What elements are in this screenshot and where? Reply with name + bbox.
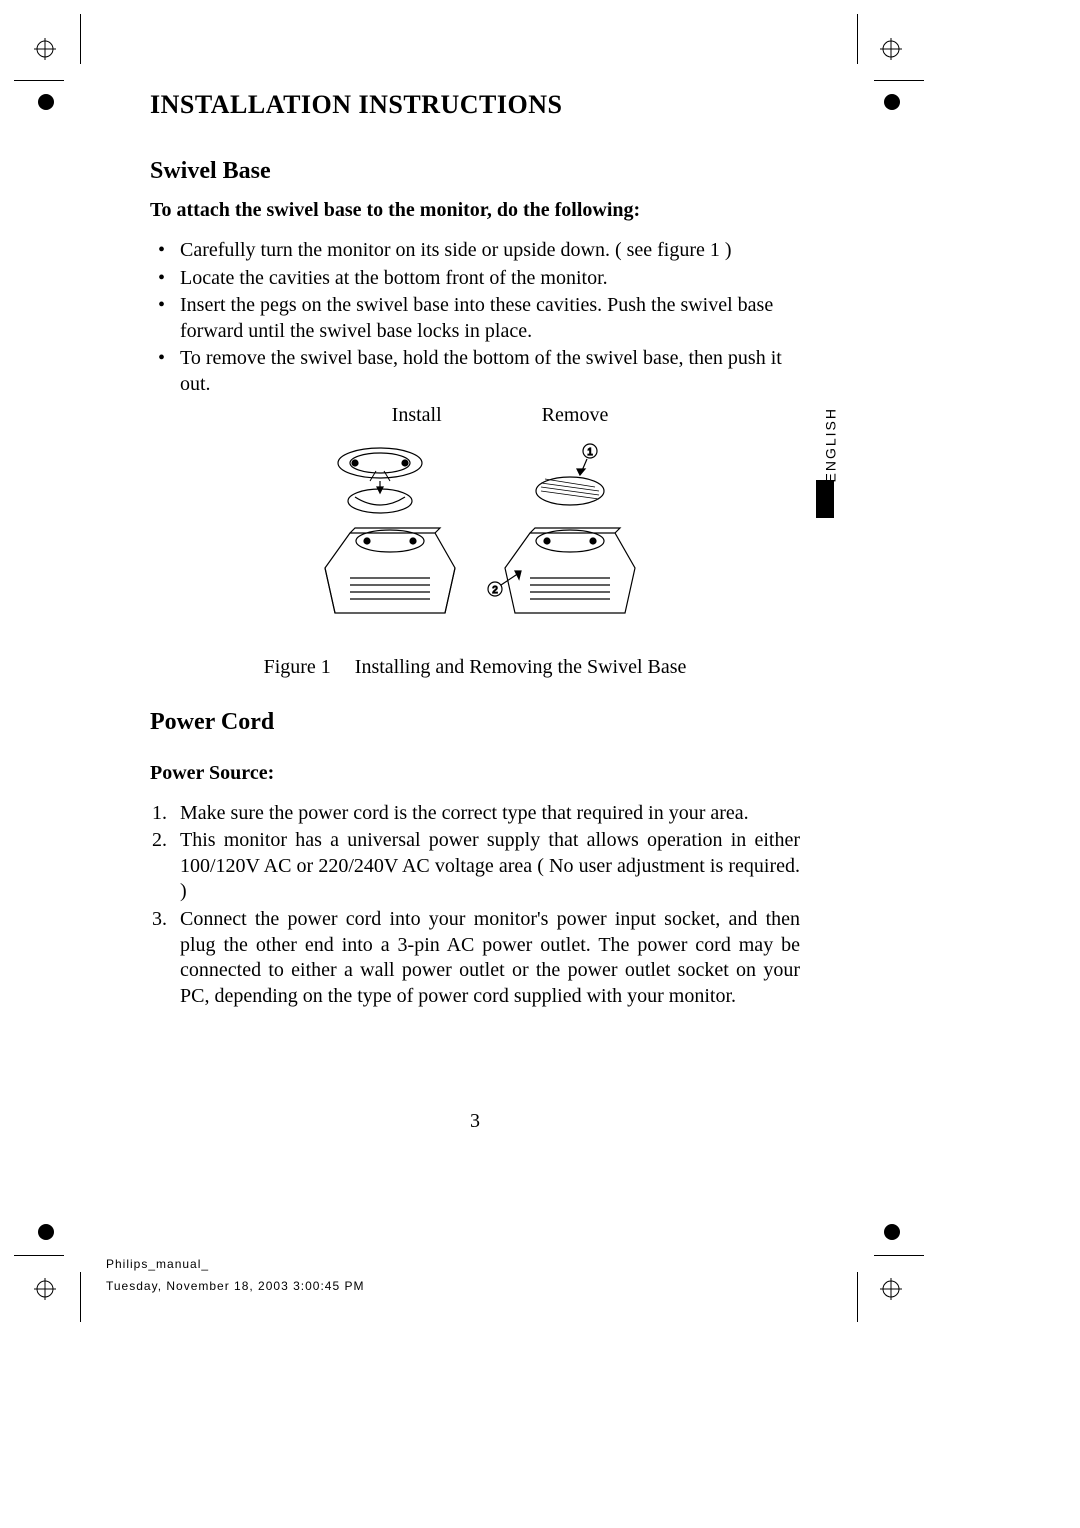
power-heading: Power Cord <box>150 709 800 736</box>
power-number-list: Make sure the power cord is the correct … <box>150 801 800 1010</box>
page-number: 3 <box>150 1110 800 1133</box>
power-subheading: Power Source: <box>150 762 800 785</box>
bullet-item: Carefully turn the monitor on its side o… <box>180 238 800 264</box>
figure-label-install: Install <box>392 404 442 427</box>
language-tab: ENGLISH <box>822 407 838 482</box>
page-title: INSTALLATION INSTRUCTIONS <box>150 90 800 120</box>
color-dot-bl <box>38 1224 54 1240</box>
number-item: Connect the power cord into your monitor… <box>180 907 800 1009</box>
swivel-bullet-list: Carefully turn the monitor on its side o… <box>150 238 800 398</box>
language-tab-bar <box>816 480 834 518</box>
print-footer: Philips_manual_ Tuesday, November 18, 20… <box>106 1254 364 1297</box>
color-dot-tr <box>884 94 900 110</box>
color-dot-tl <box>38 94 54 110</box>
bullet-item: Insert the pegs on the swivel base into … <box>180 293 800 344</box>
figure-caption-text: Installing and Removing the Swivel Base <box>355 656 687 678</box>
svg-text:1: 1 <box>587 447 593 458</box>
swivel-heading: Swivel Base <box>150 158 800 185</box>
footer-filename: Philips_manual_ <box>106 1254 364 1276</box>
number-item: Make sure the power cord is the correct … <box>180 801 800 827</box>
swivel-subheading: To attach the swivel base to the monitor… <box>150 199 800 222</box>
registration-mark-tr <box>880 38 902 60</box>
figure-label-remove: Remove <box>542 404 609 427</box>
svg-text:2: 2 <box>492 585 498 596</box>
color-dot-br <box>884 1224 900 1240</box>
bullet-item: To remove the swivel base, hold the bott… <box>180 346 800 397</box>
figure-caption: Figure 1 Installing and Removing the Swiv… <box>150 656 800 679</box>
registration-mark-tl <box>34 38 56 60</box>
bullet-item: Locate the cavities at the bottom front … <box>180 266 800 292</box>
figure-number: Figure 1 <box>264 656 331 678</box>
footer-timestamp: Tuesday, November 18, 2003 3:00:45 PM <box>106 1276 364 1298</box>
page-content: INSTALLATION INSTRUCTIONS Swivel Base To… <box>150 90 800 1011</box>
registration-mark-bl <box>34 1278 56 1300</box>
swivel-base-illustration: 1 <box>295 433 655 638</box>
figure-1: Install Remove <box>150 404 800 679</box>
registration-mark-br <box>880 1278 902 1300</box>
number-item: This monitor has a universal power suppl… <box>180 828 800 905</box>
